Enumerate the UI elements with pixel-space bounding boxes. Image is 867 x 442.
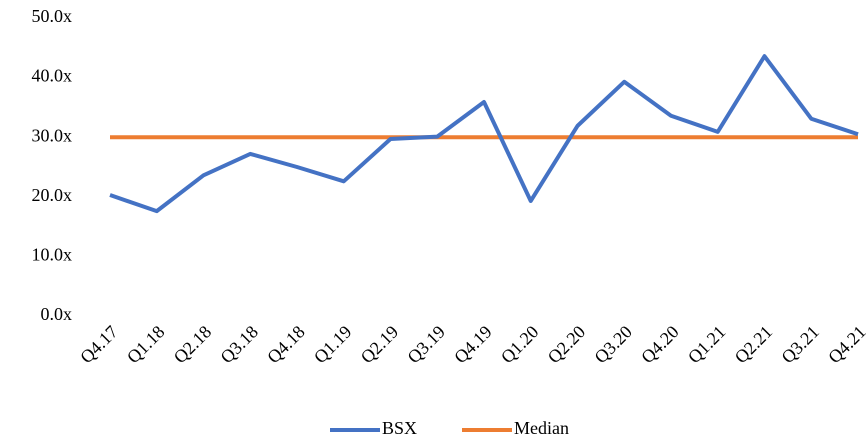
x-tick-label: Q3.18 <box>216 322 262 368</box>
y-tick-label: 20.0x <box>32 185 73 205</box>
x-tick-label: Q3.19 <box>403 322 449 368</box>
x-tick-label: Q2.20 <box>544 322 590 368</box>
x-tick-label: Q4.21 <box>824 322 867 368</box>
x-tick-label: Q4.19 <box>450 322 496 368</box>
legend-label: BSX <box>382 418 417 438</box>
x-tick-label: Q3.21 <box>777 322 823 368</box>
y-tick-label: 10.0x <box>32 245 73 265</box>
series-line <box>109 54 859 214</box>
x-tick-label: Q1.21 <box>684 322 730 368</box>
legend-label: Median <box>514 418 569 438</box>
x-tick-label: Q2.18 <box>170 322 216 368</box>
x-tick-label: Q3.20 <box>590 322 636 368</box>
y-tick-label: 50.0x <box>32 6 73 26</box>
y-tick-label: 40.0x <box>32 66 73 86</box>
x-tick-label: Q1.19 <box>310 322 356 368</box>
x-tick-label: Q2.21 <box>731 322 777 368</box>
x-tick-label: Q1.18 <box>123 322 169 368</box>
x-tick-label: Q2.19 <box>357 322 403 368</box>
y-tick-label: 0.0x <box>41 304 73 324</box>
x-tick-label: Q4.17 <box>76 322 122 368</box>
x-tick-label: Q4.20 <box>637 322 683 368</box>
y-tick-label: 30.0x <box>32 125 73 145</box>
x-tick-label: Q4.18 <box>263 322 309 368</box>
x-tick-label: Q1.20 <box>497 322 543 368</box>
